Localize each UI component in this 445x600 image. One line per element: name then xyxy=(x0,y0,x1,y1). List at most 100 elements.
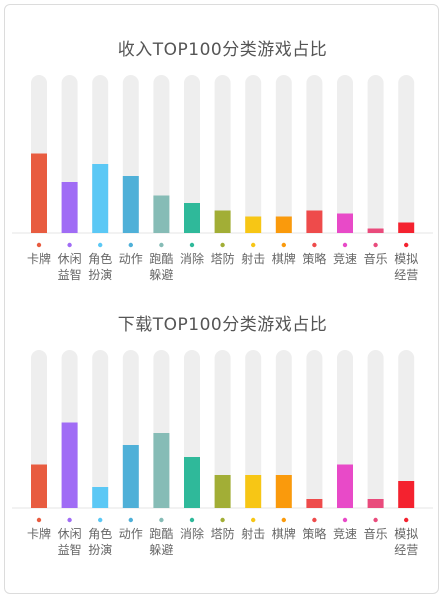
category-label: 益智 xyxy=(58,542,82,557)
bar-track xyxy=(92,350,109,508)
bar xyxy=(275,475,292,508)
category-label: 跑酷 xyxy=(149,252,173,266)
category-label: 休闲 xyxy=(58,252,82,266)
legend-dot xyxy=(281,242,286,248)
legend-dot xyxy=(98,242,103,248)
legend-dot xyxy=(36,242,42,248)
bar-track xyxy=(306,75,323,233)
bar-track xyxy=(275,75,292,233)
legend-dot xyxy=(251,517,256,523)
bar xyxy=(398,222,415,233)
bar xyxy=(214,210,231,233)
category-label: 角色 xyxy=(88,252,112,266)
legend-dot xyxy=(312,242,317,248)
category-label: 躲避 xyxy=(149,267,173,282)
legend-dot xyxy=(128,517,133,523)
category-label: 动作 xyxy=(119,252,143,266)
category-label: 扮演 xyxy=(88,542,112,557)
category-label: 音乐 xyxy=(364,251,388,266)
bar xyxy=(92,487,109,508)
category-label: 跑酷 xyxy=(149,527,173,541)
legend-dot xyxy=(128,242,133,248)
bar xyxy=(367,228,384,233)
bar-track xyxy=(306,350,323,508)
bar xyxy=(122,176,139,233)
category-label: 扮演 xyxy=(88,267,112,282)
legend-dot xyxy=(36,517,42,523)
category-label: 益智 xyxy=(58,267,82,282)
category-label: 消除 xyxy=(180,251,204,266)
bar-track xyxy=(367,75,384,233)
category-label: 塔防 xyxy=(211,251,235,266)
bar xyxy=(31,153,47,233)
category-label: 棋牌 xyxy=(272,252,296,266)
category-label: 竞速 xyxy=(333,527,357,541)
bar xyxy=(245,216,262,233)
legend-dot xyxy=(404,242,409,248)
category-label: 模拟 xyxy=(394,527,418,541)
category-label: 消除 xyxy=(180,526,204,541)
category-label: 卡牌 xyxy=(27,252,51,266)
bar-track xyxy=(275,350,292,508)
legend-dot xyxy=(159,242,164,248)
category-label: 策略 xyxy=(302,251,326,266)
legend-dot xyxy=(342,517,348,523)
legend-dot xyxy=(342,242,348,248)
bar xyxy=(398,481,415,508)
bar xyxy=(122,445,139,508)
bar xyxy=(153,195,170,233)
category-label: 棋牌 xyxy=(272,527,296,541)
legend-dot xyxy=(98,517,103,523)
bar xyxy=(306,210,323,233)
bar xyxy=(214,475,231,508)
category-label: 射击 xyxy=(241,251,265,266)
bar xyxy=(61,182,78,233)
category-label: 休闲 xyxy=(58,527,82,541)
bar xyxy=(337,464,353,508)
category-label: 策略 xyxy=(302,526,326,541)
bar xyxy=(184,203,200,233)
legend-dot xyxy=(159,517,164,523)
bar-track xyxy=(245,75,262,233)
legend-dot xyxy=(404,517,409,523)
bar xyxy=(92,164,109,233)
category-label: 音乐 xyxy=(364,526,388,541)
bar-track xyxy=(398,350,415,508)
legend-dot xyxy=(312,517,317,523)
bar-track xyxy=(398,75,415,233)
bar xyxy=(337,213,353,233)
legend-dot xyxy=(281,517,286,523)
category-label: 角色 xyxy=(88,527,112,541)
bar xyxy=(306,499,323,508)
bar xyxy=(31,464,47,508)
category-label: 模拟 xyxy=(394,252,418,266)
legend-dot xyxy=(220,242,225,248)
legend-dot xyxy=(220,517,225,523)
legend-dot xyxy=(373,242,378,248)
bar-track xyxy=(214,350,231,508)
legend-dot xyxy=(67,242,72,248)
bar xyxy=(245,475,262,508)
category-label: 躲避 xyxy=(149,542,173,557)
bar xyxy=(275,216,292,233)
bar-track xyxy=(214,75,231,233)
chart-title: 下载TOP100分类游戏占比 xyxy=(117,315,328,335)
category-label: 塔防 xyxy=(211,526,235,541)
category-label: 动作 xyxy=(119,527,143,541)
bar xyxy=(367,499,384,508)
category-label: 卡牌 xyxy=(27,527,51,541)
bar xyxy=(61,422,78,508)
chart-title: 收入TOP100分类游戏占比 xyxy=(117,40,328,60)
category-label: 经营 xyxy=(394,543,418,557)
bar-track xyxy=(184,75,200,233)
category-label: 射击 xyxy=(241,526,265,541)
legend-dot xyxy=(67,517,72,523)
bar xyxy=(184,457,200,508)
legend-dot xyxy=(373,517,378,523)
bar-track xyxy=(367,350,384,508)
bar-track xyxy=(153,75,170,233)
legend-dot xyxy=(189,242,195,248)
category-label: 竞速 xyxy=(333,252,357,266)
